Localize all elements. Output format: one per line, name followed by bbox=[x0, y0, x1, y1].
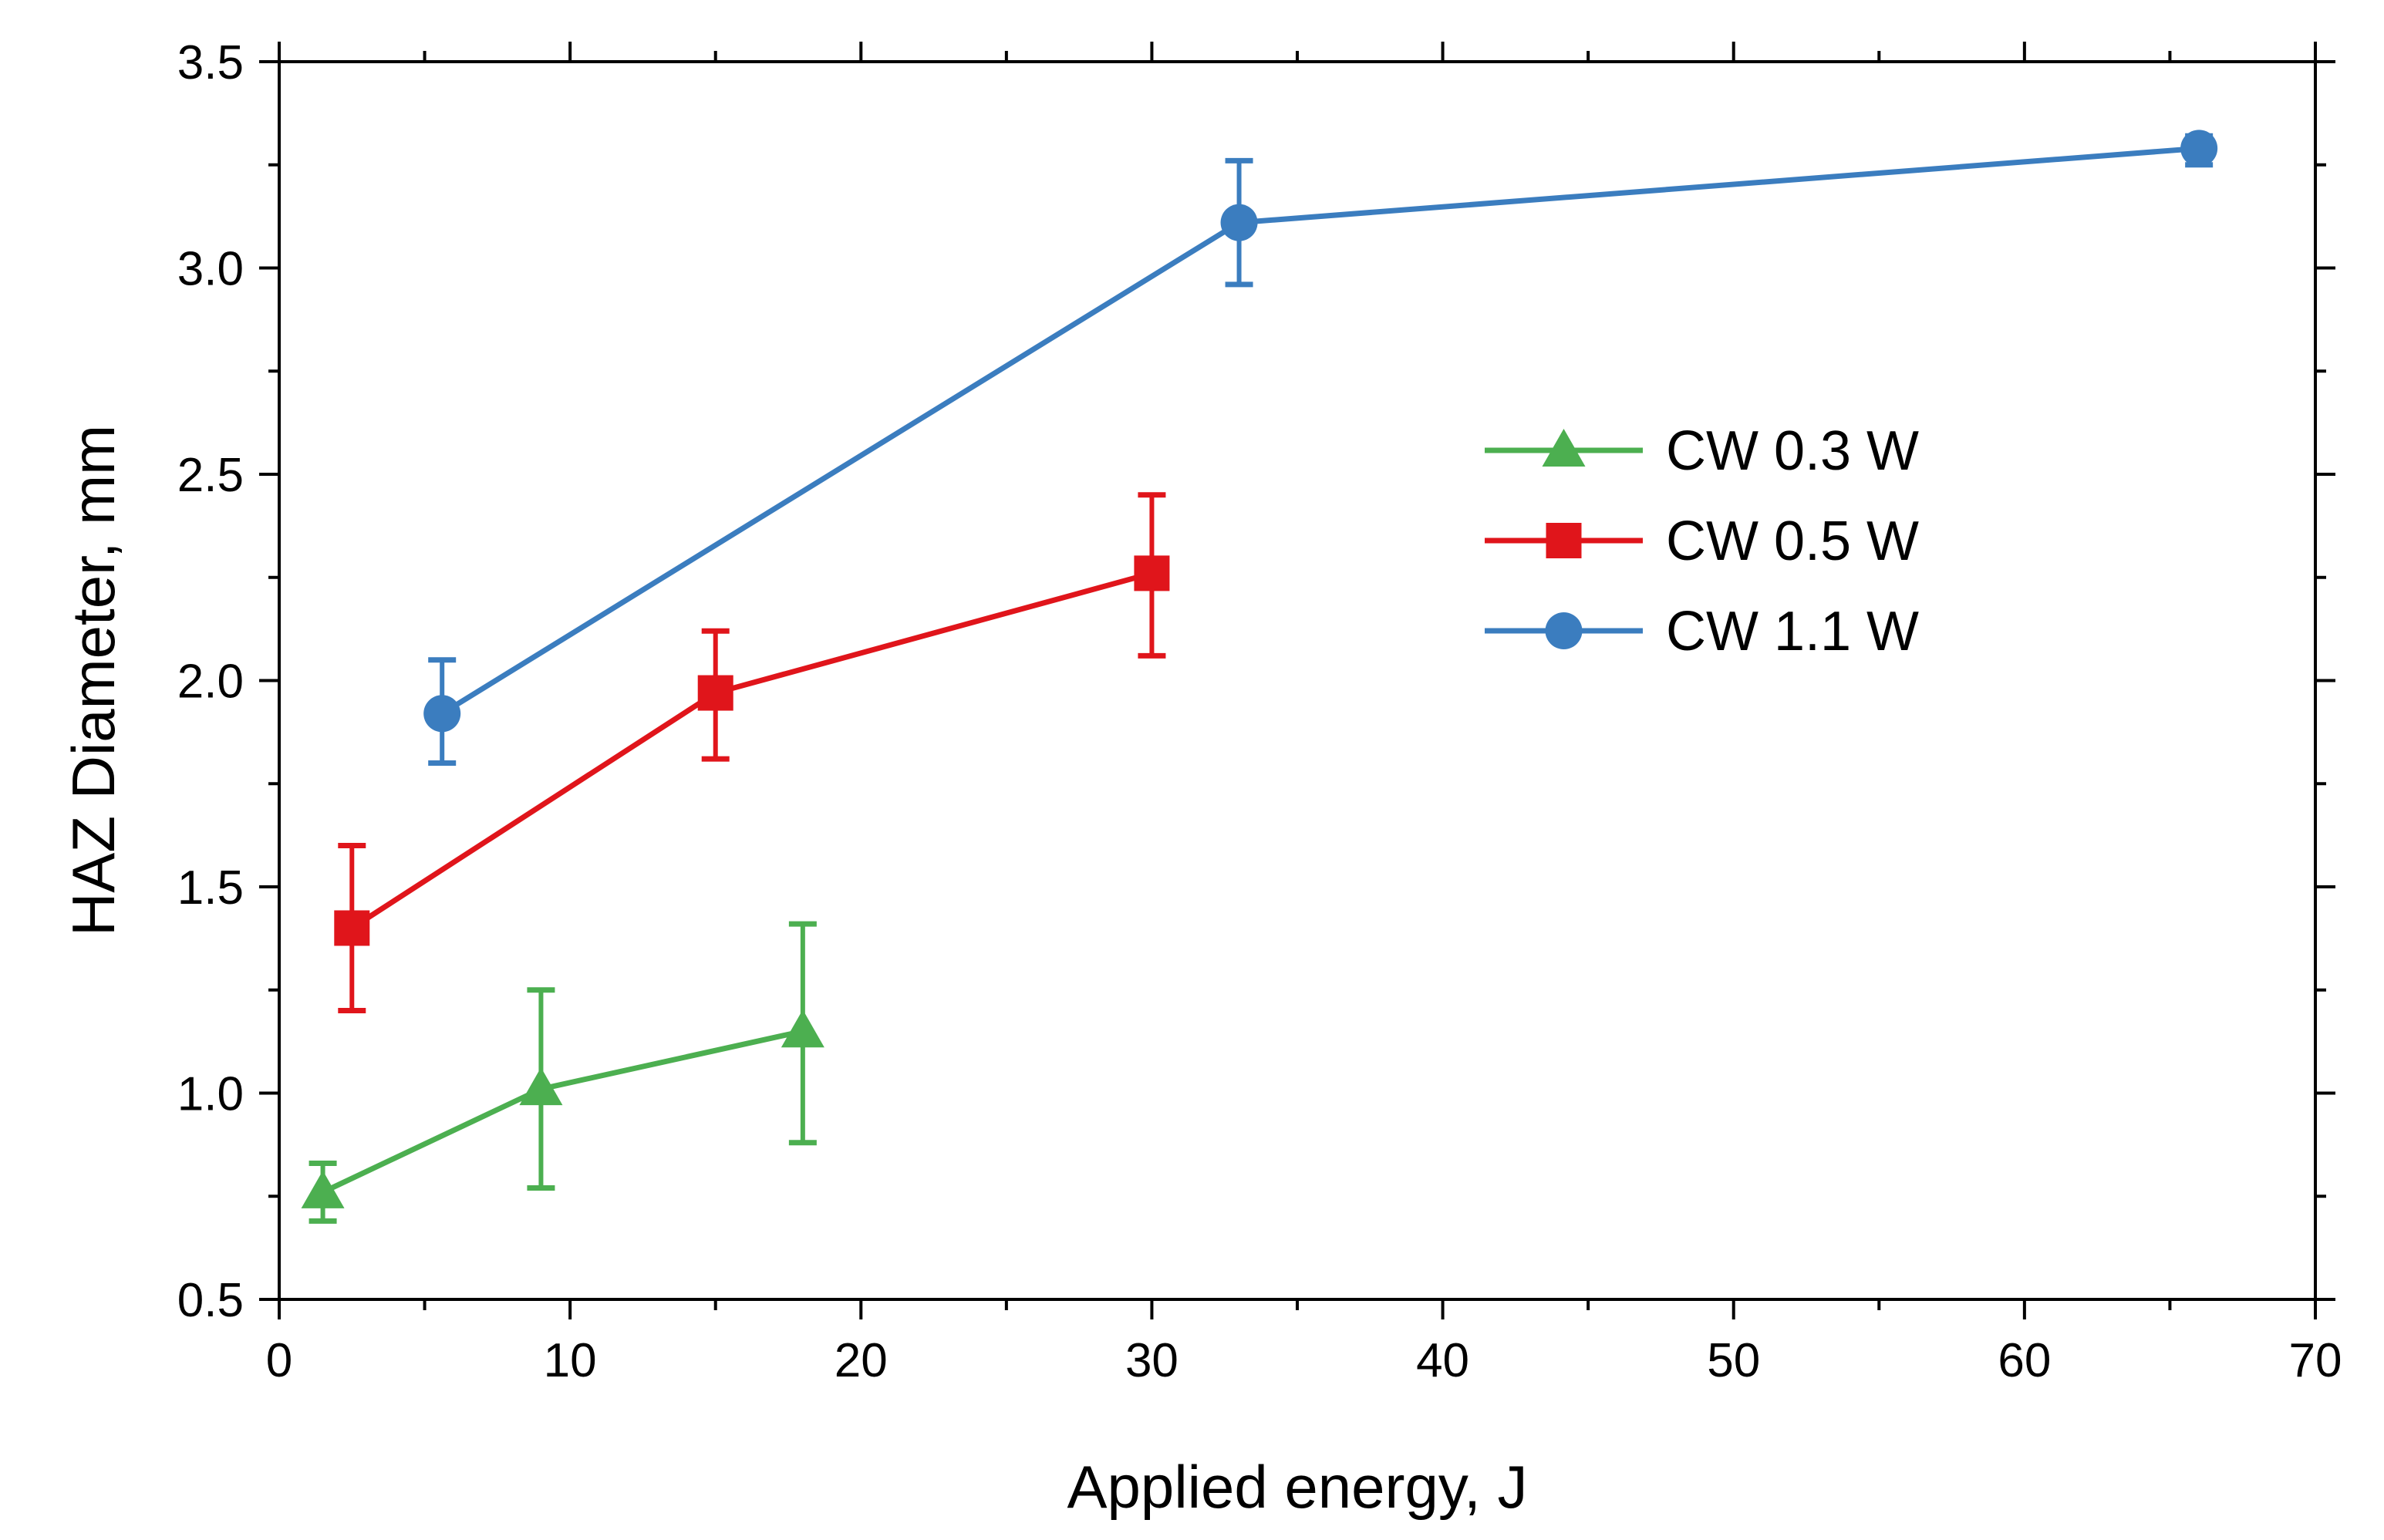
y-tick-label: 2.0 bbox=[177, 655, 244, 709]
y-tick-label: 3.0 bbox=[177, 243, 244, 296]
legend: CW 0.3 W CW 0.5 W CW 1.1 W bbox=[1485, 420, 1919, 662]
data-point bbox=[1220, 204, 1258, 241]
legend-item: CW 0.3 W bbox=[1485, 420, 1919, 482]
series-cw-0-5-w bbox=[334, 492, 1170, 1013]
x-tick-label: 10 bbox=[544, 1334, 597, 1387]
data-point bbox=[781, 1009, 824, 1048]
data-point bbox=[519, 1067, 563, 1106]
y-tick-label: 0.5 bbox=[177, 1274, 244, 1327]
x-tick-label: 30 bbox=[1125, 1334, 1179, 1387]
series-line bbox=[322, 1028, 804, 1195]
data-point bbox=[697, 675, 733, 711]
x-tick-label: 0 bbox=[266, 1334, 292, 1387]
legend-label: CW 0.5 W bbox=[1666, 511, 1919, 572]
series-cw-1-1-w bbox=[423, 130, 2218, 766]
legend-marker bbox=[1546, 523, 1582, 558]
data-point bbox=[334, 910, 370, 946]
data-point bbox=[301, 1170, 345, 1208]
y-tick-label: 3.5 bbox=[177, 36, 244, 89]
series-layer bbox=[301, 130, 2218, 1224]
x-tick-label: 60 bbox=[1998, 1334, 2051, 1387]
legend-label: CW 1.1 W bbox=[1666, 601, 1919, 662]
legend-item: CW 0.5 W bbox=[1485, 511, 1919, 572]
legend-marker bbox=[1542, 429, 1586, 467]
axis-ticks: 0 10 20 30 40 50 60 70 0.5 1.0 1.5 2.0 2.5 3.0 3.5 bbox=[177, 36, 2342, 1387]
y-tick-label: 1.0 bbox=[177, 1068, 244, 1121]
legend-item: CW 1.1 W bbox=[1485, 601, 1919, 662]
plot-frame bbox=[278, 60, 2317, 1301]
series-line bbox=[350, 571, 1153, 931]
data-point bbox=[423, 695, 461, 733]
data-point bbox=[2180, 130, 2218, 167]
x-axis-title: Applied energy, J bbox=[1067, 1453, 1528, 1521]
x-tick-label: 20 bbox=[835, 1334, 888, 1387]
y-tick-label: 2.5 bbox=[177, 449, 244, 502]
legend-label: CW 0.3 W bbox=[1666, 420, 1919, 482]
series-cw-0-3-w bbox=[301, 921, 824, 1224]
x-tick-label: 50 bbox=[1707, 1334, 1760, 1387]
data-point bbox=[1134, 555, 1170, 591]
y-axis-title: HAZ Diameter, mm bbox=[59, 425, 127, 936]
plot-border bbox=[278, 60, 2317, 1301]
x-tick-label: 70 bbox=[2289, 1334, 2342, 1387]
legend-marker bbox=[1545, 612, 1583, 649]
y-tick-label: 1.5 bbox=[177, 861, 244, 915]
x-tick-label: 40 bbox=[1416, 1334, 1469, 1387]
